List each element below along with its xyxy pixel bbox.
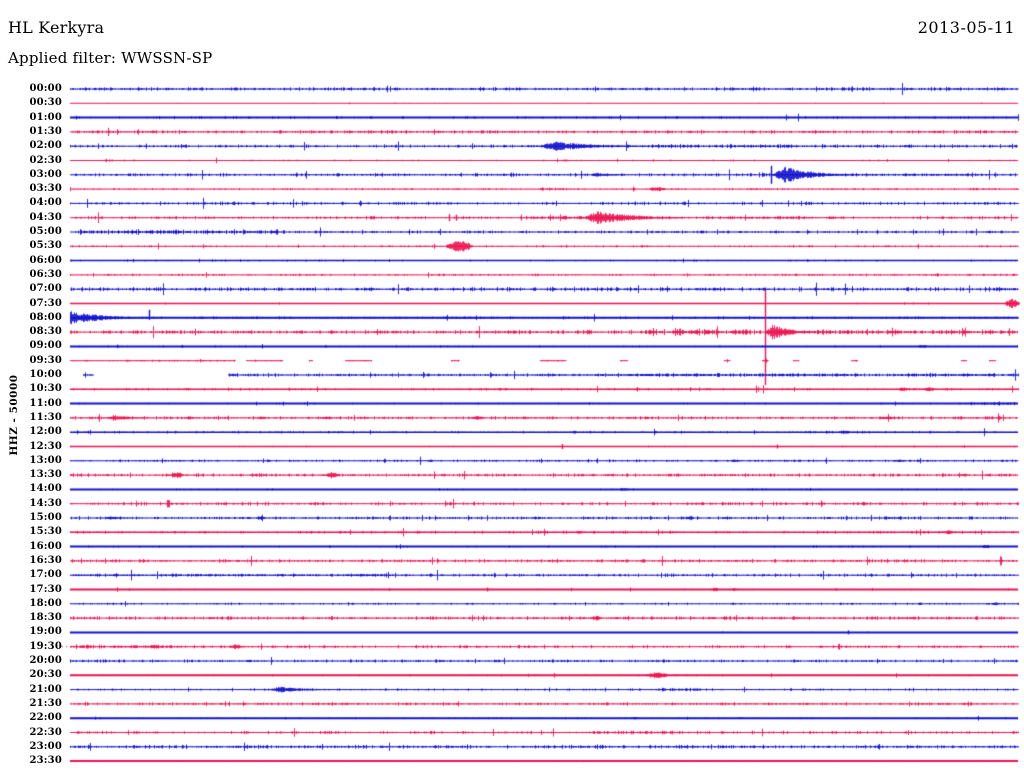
time-label: 10:00 — [29, 369, 62, 380]
time-label: 15:30 — [29, 526, 62, 538]
time-label: 18:30 — [29, 612, 62, 624]
time-label: 13:30 — [29, 469, 62, 481]
time-label: 11:30 — [29, 411, 62, 423]
record-date: 2013-05-11 — [917, 18, 1015, 37]
time-label: 00:00 — [29, 83, 62, 94]
time-label: 06:30 — [29, 268, 62, 280]
station-title: HL Kerkyra — [8, 18, 105, 37]
time-label: 00:30 — [29, 97, 62, 109]
time-label: 12:00 — [29, 426, 62, 438]
time-label: 05:30 — [29, 240, 62, 252]
time-label: 10:30 — [29, 383, 62, 395]
time-label: 19:30 — [29, 640, 62, 652]
time-label: 14:00 — [29, 483, 62, 495]
time-label: 09:00 — [29, 340, 62, 352]
time-label: 04:00 — [29, 197, 62, 209]
time-label: 15:00 — [29, 512, 62, 523]
time-label: 08:30 — [29, 326, 62, 338]
time-label: 03:30 — [29, 183, 62, 195]
filter-label: Applied filter: WWSSN-SP — [8, 49, 213, 67]
time-label: 13:00 — [29, 454, 62, 466]
time-label: 04:30 — [29, 211, 62, 223]
time-label: 18:00 — [29, 597, 62, 609]
time-label: 20:00 — [29, 655, 62, 666]
time-label: 07:30 — [29, 297, 62, 309]
time-label: 06:00 — [29, 254, 62, 266]
time-label: 12:30 — [29, 440, 62, 452]
time-label: 22:30 — [29, 726, 62, 738]
time-label: 01:00 — [29, 111, 62, 123]
time-label: 17:00 — [29, 569, 62, 581]
time-label: 19:00 — [29, 626, 62, 638]
time-label: 07:00 — [29, 283, 62, 295]
time-label: 16:30 — [29, 554, 62, 566]
time-label: 20:30 — [29, 669, 62, 681]
time-label: 02:00 — [29, 140, 62, 152]
time-label: 09:30 — [29, 354, 62, 366]
time-label: 03:00 — [29, 168, 62, 180]
time-label: 14:30 — [29, 497, 62, 509]
time-label: 23:00 — [29, 740, 62, 752]
time-label: 16:00 — [29, 540, 62, 552]
time-label: 21:30 — [29, 697, 62, 709]
time-label: 21:00 — [29, 683, 62, 695]
time-label: 11:00 — [29, 397, 62, 409]
time-label: 23:30 — [29, 755, 62, 767]
time-label: 08:00 — [29, 311, 62, 323]
time-label: 02:30 — [29, 154, 62, 166]
time-label: 22:00 — [29, 712, 62, 724]
time-label: 17:30 — [29, 583, 62, 595]
time-label: 01:30 — [29, 125, 62, 137]
time-label: 05:00 — [29, 226, 62, 237]
